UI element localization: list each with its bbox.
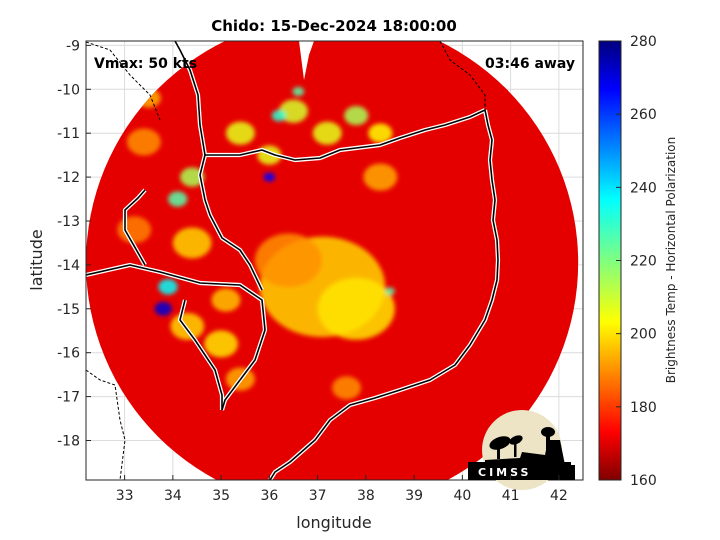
y-tick-label: -12 [57, 170, 80, 186]
feature-blob [154, 301, 172, 316]
swath-gap [299, 41, 314, 80]
coastlines [86, 41, 501, 480]
chart-title: Chido: 15-Dec-2024 18:00:00 [211, 17, 457, 35]
y-tick-label: -10 [57, 82, 80, 98]
y-tick-label: -9 [66, 38, 80, 54]
y-axis-title: latitude [27, 229, 46, 290]
y-tick-label: -14 [57, 258, 80, 274]
feature-blob [127, 128, 161, 156]
colorbar-tick-label: 260 [630, 107, 657, 123]
feature-blob [292, 86, 305, 97]
feature-blob [168, 191, 188, 207]
feature-blob [263, 172, 276, 182]
colorbar-label: Brightness Temp - Horizontal Polarizatio… [664, 137, 678, 384]
plot-frame [85, 40, 584, 481]
x-tick-label: 33 [116, 488, 134, 504]
y-tick-label: -11 [57, 126, 80, 142]
feature-blob [254, 233, 323, 288]
colorbar-tick-label: 160 [630, 473, 657, 489]
logo-text: CIMSS [478, 466, 531, 479]
y-tick-labels: -9 -10 -11 -12 -13 -14 -15 -16 -17 -18 [57, 38, 91, 449]
feature-blob [180, 167, 205, 187]
colorbar-tick-label: 180 [630, 400, 657, 416]
x-axis-title: longitude [296, 513, 371, 532]
time-away-annotation: 03:46 away [485, 56, 575, 72]
vmax-annotation: Vmax: 50 kts [94, 56, 197, 72]
feature-blob [332, 376, 362, 400]
x-tick-label: 36 [260, 488, 278, 504]
colorbar-tick-label: 240 [630, 180, 657, 196]
feature-blob [385, 287, 395, 296]
feature-blob [279, 99, 308, 123]
colorbar-tick-label: 200 [630, 327, 657, 343]
colorbar-tick-label: 280 [630, 34, 657, 50]
y-tick-label: -15 [57, 302, 80, 318]
feature-blob [344, 105, 369, 126]
feature-blob [158, 279, 178, 295]
x-tick-label: 34 [164, 488, 182, 504]
colorbar-tick-label: 220 [630, 254, 657, 270]
y-tick-label: -18 [57, 433, 80, 449]
feature-blob [363, 163, 398, 191]
feature-blob [117, 216, 152, 244]
x-tick-label: 41 [502, 488, 520, 504]
feature-blob [271, 109, 287, 122]
x-tick-label: 35 [212, 488, 230, 504]
x-tick-labels: 33 34 35 36 37 38 39 40 41 42 [116, 475, 568, 504]
x-tick-label: 40 [453, 488, 471, 504]
y-tick-label: -16 [57, 346, 80, 362]
feature-blob [225, 121, 255, 145]
cimss-logo: CIMSS [468, 410, 575, 490]
features [117, 86, 398, 400]
feature-blob [317, 277, 395, 340]
x-tick-label: 39 [405, 488, 423, 504]
x-tick-label: 37 [309, 488, 327, 504]
y-tick-label: -17 [57, 390, 80, 406]
x-tick-label: 38 [357, 488, 375, 504]
colorbar-ticks: 280 260 240 220 200 180 160 [616, 34, 657, 489]
feature-blob [172, 227, 212, 259]
feature-blob [312, 121, 342, 145]
y-tick-label: -13 [57, 214, 80, 230]
feature-blob [368, 123, 393, 143]
x-tick-label: 42 [550, 488, 568, 504]
feature-blob [211, 288, 241, 312]
feature-blob [204, 330, 238, 358]
